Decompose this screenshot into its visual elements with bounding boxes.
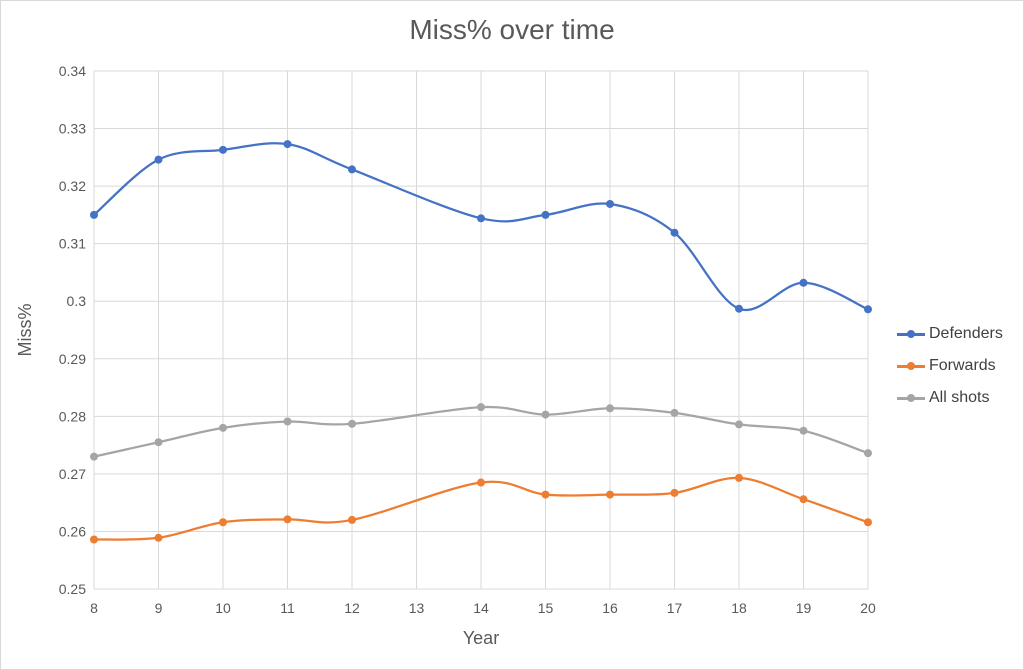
legend-label: All shots — [929, 389, 990, 406]
legend-swatch — [897, 359, 925, 373]
data-point-defenders — [154, 155, 163, 164]
data-point-forwards — [283, 515, 292, 524]
legend-marker — [907, 362, 915, 370]
data-point-forwards — [864, 518, 872, 527]
y-axis-title: Miss% — [15, 304, 35, 357]
y-tick-label: 0.31 — [59, 236, 86, 252]
x-tick-label: 11 — [280, 600, 295, 616]
data-point-forwards — [735, 473, 743, 482]
legend-marker — [907, 330, 915, 338]
data-point-forwards — [670, 488, 679, 497]
series-lines — [90, 140, 872, 544]
x-tick-label: 9 — [155, 600, 163, 616]
data-point-defenders — [219, 145, 227, 154]
x-tick-label: 15 — [538, 600, 554, 616]
data-point-all-shots — [283, 417, 292, 426]
chart-title: Miss% over time — [409, 14, 615, 45]
data-point-all-shots — [606, 404, 614, 413]
data-point-defenders — [541, 210, 550, 219]
x-tick-label: 18 — [731, 600, 747, 616]
series-line-defenders — [93, 142, 869, 312]
x-tick-label: 19 — [796, 600, 812, 616]
legend-swatch — [897, 391, 925, 405]
x-tick-label: 14 — [473, 600, 489, 616]
y-tick-label: 0.33 — [59, 121, 86, 137]
data-point-defenders — [864, 305, 872, 314]
legend-item-defenders: Defenders — [897, 318, 1003, 350]
x-tick-label: 16 — [602, 600, 618, 616]
data-point-all-shots — [799, 426, 808, 435]
data-point-all-shots — [670, 408, 679, 417]
x-tick-label: 20 — [860, 600, 876, 616]
x-tick-label: 12 — [344, 600, 360, 616]
x-tick-label: 8 — [90, 600, 98, 616]
data-point-defenders — [477, 214, 485, 223]
legend-item-forwards: Forwards — [897, 350, 1003, 382]
data-point-forwards — [348, 515, 356, 524]
data-point-forwards — [90, 535, 98, 544]
y-tick-label: 0.28 — [59, 408, 86, 424]
gridlines — [93, 70, 869, 590]
data-point-forwards — [606, 490, 614, 499]
x-axis-title: Year — [463, 628, 499, 648]
data-point-defenders — [735, 304, 743, 313]
data-point-all-shots — [735, 420, 743, 429]
y-tick-label: 0.34 — [59, 63, 86, 79]
y-tick-label: 0.27 — [59, 466, 86, 482]
data-point-all-shots — [541, 410, 550, 419]
data-point-all-shots — [154, 438, 163, 447]
data-point-defenders — [606, 199, 614, 208]
legend: Defenders Forwards All shots — [897, 318, 1003, 414]
x-tick-label: 10 — [215, 600, 231, 616]
legend-label: Forwards — [929, 357, 996, 374]
y-tick-label: 0.25 — [59, 581, 86, 597]
data-point-defenders — [799, 278, 808, 287]
data-point-forwards — [219, 518, 227, 527]
y-tick-label: 0.32 — [59, 178, 86, 194]
data-point-all-shots — [348, 419, 356, 428]
data-point-defenders — [90, 210, 98, 219]
x-tick-label: 17 — [667, 600, 683, 616]
y-tick-label: 0.29 — [59, 351, 86, 367]
legend-item-all-shots: All shots — [897, 382, 1003, 414]
legend-label: Defenders — [929, 325, 1003, 342]
x-tick-label: 13 — [409, 600, 425, 616]
data-point-defenders — [348, 165, 356, 174]
data-point-forwards — [799, 495, 808, 504]
data-point-all-shots — [477, 403, 485, 412]
data-point-all-shots — [864, 449, 872, 458]
data-point-all-shots — [219, 423, 227, 432]
y-tick-label: 0.3 — [67, 293, 87, 309]
data-point-forwards — [477, 478, 485, 487]
data-point-forwards — [541, 490, 550, 499]
legend-swatch — [897, 327, 925, 341]
data-point-forwards — [154, 533, 163, 542]
axes: 0.25 0.26 0.27 0.28 0.29 0.3 0.31 0.32 0.33 0.34 8… — [59, 63, 876, 616]
data-point-defenders — [283, 140, 292, 149]
y-tick-label: 0.26 — [59, 523, 86, 539]
legend-marker — [907, 394, 915, 402]
data-point-defenders — [670, 228, 679, 237]
data-point-all-shots — [90, 452, 98, 461]
